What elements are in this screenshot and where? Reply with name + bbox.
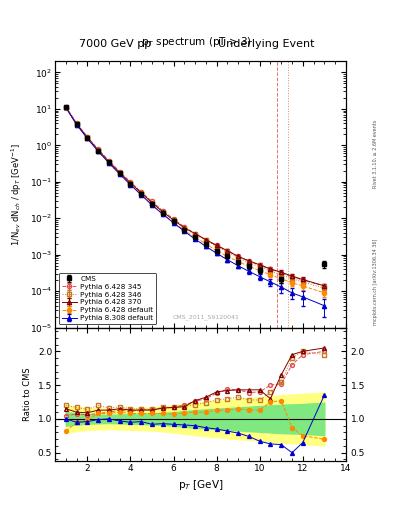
X-axis label: p$_T$ [GeV]: p$_T$ [GeV]	[178, 478, 223, 492]
Text: mcplots.cern.ch [arXiv:1306.34 36]: mcplots.cern.ch [arXiv:1306.34 36]	[373, 239, 378, 325]
Text: CMS_2011_S9120041: CMS_2011_S9120041	[173, 314, 240, 319]
Text: 7000 GeV pp: 7000 GeV pp	[79, 38, 151, 49]
Text: p$_T$ spectrum (pT > 3): p$_T$ spectrum (pT > 3)	[141, 35, 252, 49]
Text: Underlying Event: Underlying Event	[218, 38, 314, 49]
Text: Rivet 3.1.10, ≥ 2.6M events: Rivet 3.1.10, ≥ 2.6M events	[373, 119, 378, 188]
Y-axis label: Ratio to CMS: Ratio to CMS	[23, 368, 32, 421]
Y-axis label: 1/N$_{ev}$ dN$_{ch}$ / dp$_T$ [GeV$^{-1}$]: 1/N$_{ev}$ dN$_{ch}$ / dp$_T$ [GeV$^{-1}…	[10, 143, 24, 246]
Legend: CMS, Pythia 6.428 345, Pythia 6.428 346, Pythia 6.428 370, Pythia 6.428 default,: CMS, Pythia 6.428 345, Pythia 6.428 346,…	[59, 273, 156, 324]
